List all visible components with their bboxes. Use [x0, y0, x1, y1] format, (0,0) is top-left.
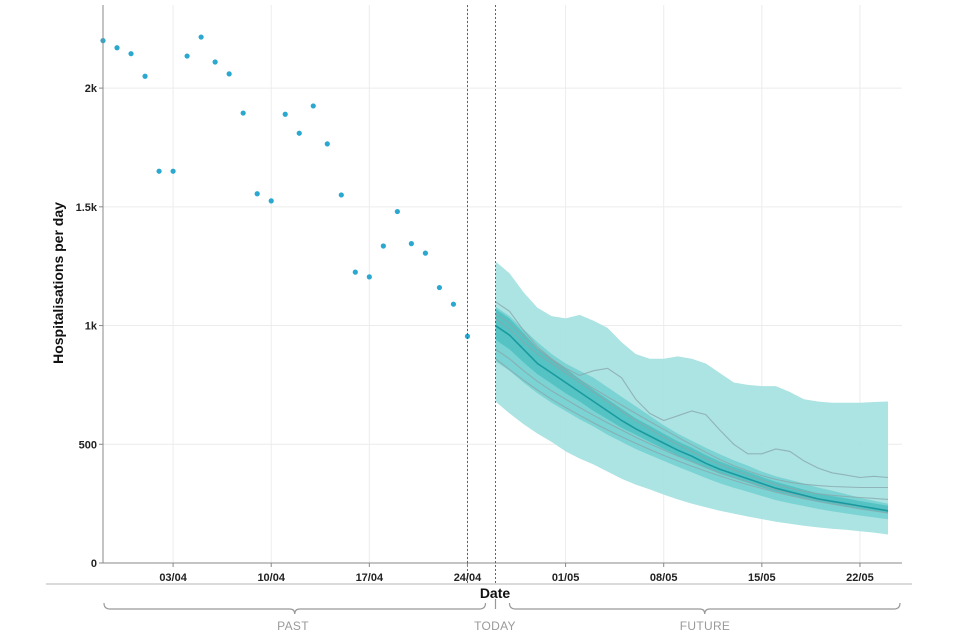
axes [46, 5, 912, 585]
forecast-band-mid [495, 306, 888, 520]
observed-point-6 [184, 53, 190, 59]
observed-point-1 [114, 45, 120, 51]
tick-labels: 0 500 1k 1.5k 2k 03/04 10/04 17/04 24/04 01/05 08/… [76, 83, 874, 584]
observed-point-23 [422, 250, 429, 256]
observed-point-8 [212, 59, 218, 65]
x-tick-label-0: 03/04 [159, 572, 187, 584]
period-brackets [103, 599, 901, 615]
observed-point-10 [240, 110, 246, 116]
observed-point-12 [268, 198, 274, 204]
median-group [495, 324, 889, 512]
observed-point-2 [128, 51, 134, 57]
observed-point-16 [324, 141, 330, 147]
observed-point-4 [156, 168, 162, 174]
observed-point-22 [408, 241, 414, 247]
observed-point-20 [380, 243, 386, 249]
observed-point-11 [254, 191, 260, 197]
observed-point-13 [282, 111, 288, 117]
observed-point-7 [198, 34, 204, 40]
x-axis-title: Date [480, 585, 511, 601]
y-tick-label-2: 1k [85, 321, 98, 333]
past-label: PAST [277, 619, 309, 633]
forecast-bands [495, 261, 888, 535]
median-line [495, 324, 889, 512]
observed-point-3 [142, 73, 148, 79]
observed-point-26 [464, 333, 471, 339]
y-axis-title: Hospitalisations per day [50, 202, 66, 364]
y-tick-label-3: 1.5k [76, 202, 98, 214]
observed-point-19 [366, 274, 372, 280]
observed-point-14 [296, 130, 302, 136]
observed-point-18 [352, 269, 358, 275]
observed-point-9 [226, 71, 232, 77]
x-tick-label-3: 24/04 [454, 572, 482, 584]
x-tick-label-6: 15/05 [748, 572, 776, 584]
y-tick-label-0: 0 [91, 558, 97, 570]
y-tick-label-1: 500 [79, 439, 97, 451]
x-tick-label-1: 10/04 [257, 572, 285, 584]
scenario-line-scenario-1 [495, 301, 889, 479]
y-tick-label-4: 2k [85, 83, 98, 95]
x-tick-label-7: 22/05 [846, 572, 874, 584]
x-tick-label-4: 01/05 [552, 572, 580, 584]
past-bracket [103, 602, 487, 615]
scenario-line-scenario-5 [495, 313, 888, 489]
observed-point-21 [394, 208, 400, 215]
observed-points [100, 34, 471, 339]
future-label: FUTURE [680, 619, 730, 633]
future-bracket [508, 602, 901, 615]
observed-point-25 [450, 301, 457, 307]
scenario-line-scenario-2 [495, 317, 889, 500]
x-tick-label-2: 17/04 [356, 572, 384, 584]
x-tick-label-5: 08/05 [650, 572, 678, 584]
scenario-line-scenario-4 [495, 358, 889, 514]
observed-point-24 [436, 284, 443, 291]
forecast-band-outer [495, 261, 888, 535]
observed-point-17 [338, 192, 344, 198]
today-label: TODAY [474, 619, 516, 633]
observed-point-15 [310, 103, 316, 109]
observed-point-5 [170, 168, 176, 174]
